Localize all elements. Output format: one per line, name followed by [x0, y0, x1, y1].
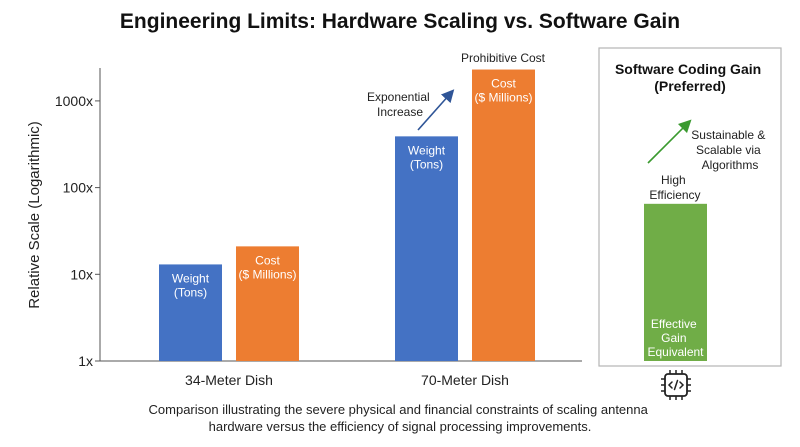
high-efficiency-annotation: High Efficiency [649, 173, 700, 202]
prohibitive-cost-annotation: Prohibitive Cost [461, 51, 546, 65]
chart-title: Engineering Limits: Hardware Scaling vs.… [120, 10, 680, 33]
y-tick-label: 1000x [55, 93, 93, 109]
x-category-label: 34-Meter Dish [185, 372, 273, 388]
bar-weight-1 [159, 264, 222, 361]
software-panel-title: Software Coding Gain (Preferred) [615, 61, 765, 94]
exponential-annotation: Exponential Increase [367, 90, 433, 119]
software-panel-frame [598, 47, 782, 367]
y-tick-label: 100x [63, 180, 93, 196]
software-gain-bar-label: Effective Gain Equivalent [647, 317, 704, 359]
y-tick-label: 1x [78, 353, 93, 369]
y-axis-ticks: 1x 10x 100x 1000x [55, 93, 100, 369]
bar-cost-2 [472, 69, 535, 361]
x-category-label: 70-Meter Dish [421, 372, 509, 388]
software-gain-bar [644, 203, 707, 361]
bar-groups: Weight (Tons) Cost ($ Millions) 34-Meter Dis… [159, 69, 535, 388]
bar-label-cost: Cost ($ Millions) [238, 253, 296, 281]
chip-code-icon [661, 370, 691, 400]
bar-label-cost: Cost ($ Millions) [474, 77, 532, 105]
bar-label-weight: Weight (Tons) [172, 271, 210, 299]
exponential-arrow [417, 89, 455, 131]
bar-weight-2 [395, 136, 458, 361]
y-tick-label: 10x [70, 266, 93, 282]
bar-cost-1 [236, 246, 299, 361]
chart-caption: Comparison illustrating the severe physi… [149, 402, 652, 434]
sustainable-arrow [647, 119, 692, 164]
bar-label-weight: Weight (Tons) [408, 143, 446, 171]
sustainable-annotation: Sustainable & Scalable via Algorithms [691, 128, 768, 172]
y-axis-label: Relative Scale (Logarithmic) [26, 121, 43, 309]
